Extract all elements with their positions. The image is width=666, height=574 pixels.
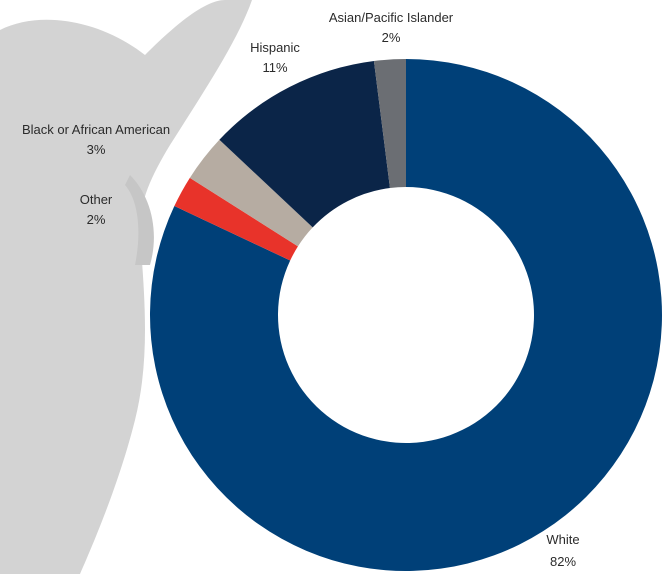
slice-label-value-asian-pacific-islander: 2% bbox=[382, 30, 401, 45]
slice-white bbox=[149, 59, 662, 571]
slice-black-or-african-american bbox=[189, 139, 313, 247]
slice-label-name-hispanic: Hispanic bbox=[250, 40, 300, 55]
silhouette-background bbox=[0, 0, 252, 574]
donut-chart bbox=[149, 59, 662, 571]
slice-label-name-white: White bbox=[546, 532, 579, 547]
slice-label-value-other: 2% bbox=[87, 212, 106, 227]
slice-label-name-other: Other bbox=[80, 192, 113, 207]
slice-other bbox=[174, 177, 298, 261]
slice-label-name-black-african-american: Black or African American bbox=[22, 122, 170, 137]
slice-asian-pacific-islander bbox=[373, 59, 406, 189]
slice-label-name-asian-pacific-islander: Asian/Pacific Islander bbox=[329, 10, 454, 25]
slice-label-value-white: 82% bbox=[550, 554, 576, 569]
slice-hispanic bbox=[219, 61, 390, 228]
slice-label-value-black-african-american: 3% bbox=[87, 142, 106, 157]
slice-labels: Asian/Pacific Islander 2% Hispanic 11% B… bbox=[22, 10, 580, 569]
slice-label-value-hispanic: 11% bbox=[262, 60, 287, 75]
